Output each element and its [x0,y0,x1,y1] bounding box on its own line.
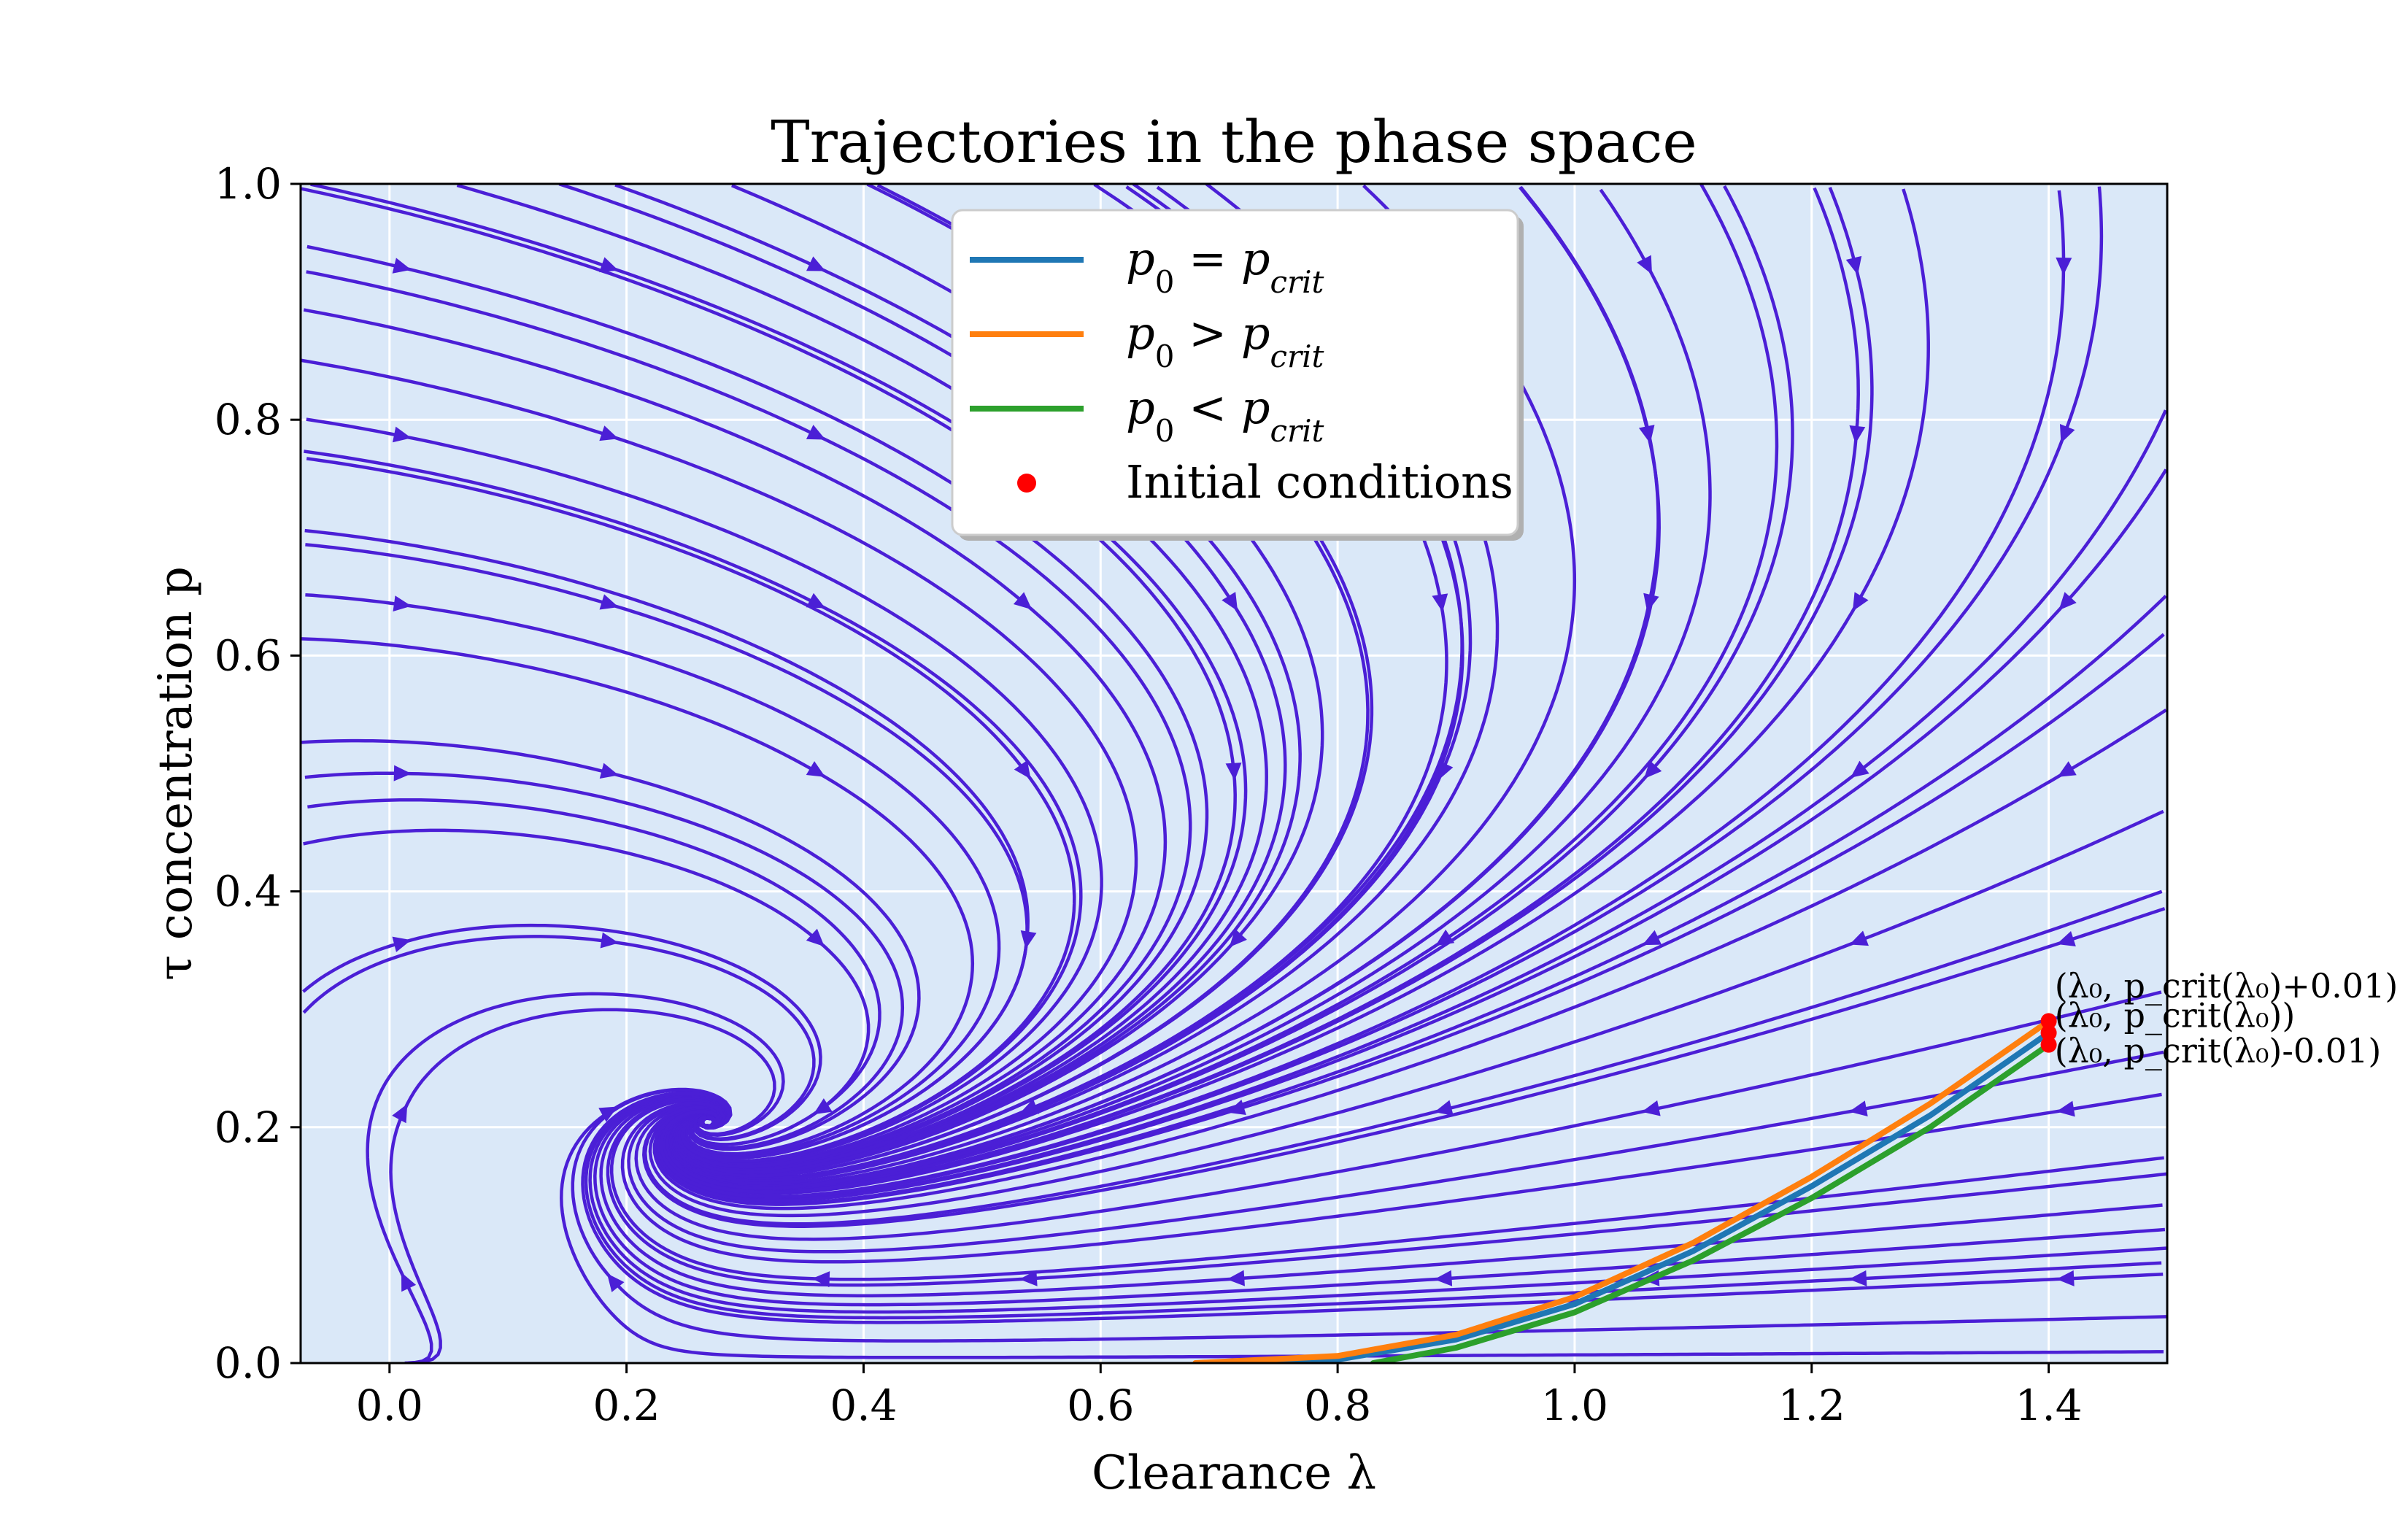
streamlines [301,184,2167,1363]
x-tick-label: 0.4 [830,1381,897,1430]
plot-frame [299,182,2169,1365]
streamline-arrow [1849,1100,1868,1117]
legend-box [951,209,1519,536]
y-axis-label: τ concentration p [149,566,203,981]
streamline-arrow [806,761,825,777]
streamline-arrow [1852,592,1869,611]
streamline-arrow [1849,425,1866,444]
y-tick-label: 0.8 [215,395,282,444]
streamline-arrow [598,1106,618,1122]
initial-condition-annotation: (λ₀, p_crit(λ₀)+0.01) [2055,966,2399,1006]
streamline-arrow [2056,1270,2075,1286]
streamline-arrow [1225,763,1242,781]
streamline-arrow [2058,592,2077,611]
legend-label: Initial conditions [1126,455,1513,509]
x-tick-label: 1.4 [2015,1381,2082,1430]
initial-condition-markers [2040,1013,2057,1053]
streamline-arrow [393,765,412,781]
streamline-arrow [1432,593,1448,612]
streamline-arrow [806,256,826,271]
legend-label: p0 > pcrit [1126,306,1324,374]
streamline-arrow [1014,760,1031,779]
y-tick-label: 0.0 [215,1338,282,1388]
streamline-arrow [1637,255,1652,274]
trajectory-line [1192,1018,2052,1363]
y-tick-label: 0.4 [215,867,282,916]
streamline-arrow [2059,424,2075,444]
initial-condition-annotation: (λ₀, p_crit(λ₀)) [2055,995,2296,1035]
streamline-arrow [1845,255,1862,275]
y-tick-label: 1.0 [215,159,282,209]
streamline-arrow [1644,760,1662,779]
streamline-arrow [599,257,619,273]
axis-ticks: 0.0 0.2 0.4 0.6 0.8 1.0 1.2 1.4 0.0 0.2 0.4 0.6 0.8 1… [215,159,2083,1430]
streamline-arrow [1438,760,1454,780]
streamline-arrow [1019,1270,1038,1286]
streamline-arrow [1227,1270,1245,1286]
streamline-arrow [1641,1100,1661,1116]
x-tick-label: 0.6 [1067,1381,1134,1430]
chart-title: Trajectories in the phase space [771,108,1697,176]
streamline-arrow [1434,1270,1453,1286]
initial-condition-marker [2040,1024,2057,1041]
streamline-arrow [1849,930,1869,946]
y-tick-label: 0.6 [215,630,282,680]
x-tick-label: 0.8 [1304,1381,1371,1430]
streamline-arrow [806,928,825,947]
initial-condition-annotation: (λ₀, p_crit(λ₀)-0.01) [2055,1031,2382,1070]
initial-condition-marker [2040,1013,2057,1030]
x-axis-label: Clearance λ [1092,1446,1376,1500]
streamline-arrow [392,426,412,443]
streamline-arrow [392,1103,408,1124]
trajectory-line [1370,1041,2052,1363]
streamline [659,190,2066,1199]
streamline-arrow [2056,1100,2075,1117]
streamline-arrow [392,936,412,952]
initial-condition-annotations: (λ₀, p_crit(λ₀)+0.01)(λ₀, p_crit(λ₀))(λ₀… [2055,966,2399,1070]
trajectory-series [1192,1018,2052,1363]
streamline-arrow [2056,931,2076,946]
legend-swatch-marker [1017,474,1036,493]
streamline-arrow [392,258,412,274]
streamline-arrow [401,1272,417,1292]
streamline-arrow [1434,1100,1454,1116]
x-tick-label: 1.2 [1778,1381,1845,1430]
streamline-arrow [393,595,412,612]
streamline-arrow [1642,930,1662,946]
streamline-arrow [600,932,619,949]
streamline-arrow [806,593,826,609]
streamline-arrow [599,425,619,441]
streamline-arrow [599,594,619,610]
streamline-arrow [606,1273,625,1292]
initial-condition-marker [2040,1036,2057,1053]
streamline-arrow [2056,257,2072,276]
streamline-arrow [806,425,826,440]
y-tick-label: 0.2 [215,1103,282,1152]
streamline-arrow [599,763,619,779]
x-tick-label: 0.0 [356,1381,423,1430]
streamline-arrow [1638,425,1655,444]
streamline-arrow [1222,592,1238,611]
streamline-arrow [1848,1270,1867,1286]
x-tick-label: 1.0 [1541,1381,1608,1430]
streamline-arrow [1020,930,1037,949]
x-tick-label: 0.2 [593,1381,660,1430]
streamline-arrow [1229,928,1247,948]
trajectory-line [1251,1030,2052,1363]
streamline-arrow [1850,760,1869,778]
streamline-arrow [1013,592,1033,610]
streamline-arrow [2057,761,2077,777]
